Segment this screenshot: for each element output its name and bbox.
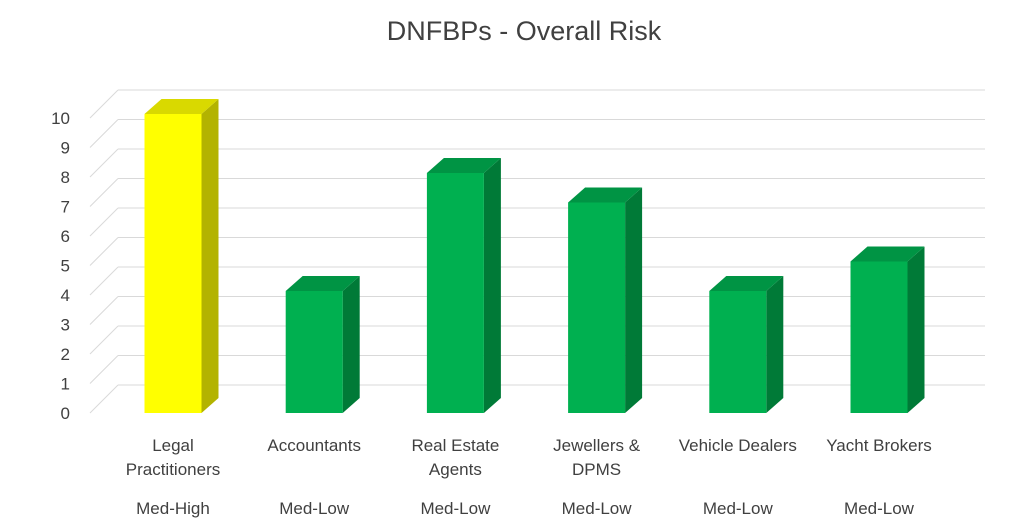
y-tick-label: 9: [61, 139, 70, 158]
category-label-line: Agents: [429, 460, 482, 479]
category-labels: Legal Practitioners Accountants Real Estate…: [126, 436, 932, 479]
bar-side: [342, 276, 360, 413]
bar-front: [426, 173, 484, 413]
risk-label: Med-High: [136, 499, 210, 518]
bar-front: [709, 291, 767, 413]
gridline-diagonal: [89, 355, 119, 384]
risk-label: Med-Low: [844, 499, 915, 518]
category-label-line: Legal: [152, 436, 194, 455]
category-label: Yacht Brokers: [826, 436, 932, 455]
bar-front: [568, 202, 626, 413]
risk-label: Med-Low: [279, 499, 350, 518]
bar-front: [144, 114, 202, 413]
category-label-line: DPMS: [572, 460, 621, 479]
gridline-diagonal: [89, 384, 119, 414]
gridline-diagonal: [89, 266, 119, 296]
category-label: Legal Practitioners: [126, 436, 220, 479]
bar: [144, 99, 219, 413]
category-label: Real Estate Agents: [411, 436, 499, 479]
y-axis-ticks: 0 1 2 3 4 5 6 7 8 9 10: [51, 109, 70, 423]
category-label: Accountants: [267, 436, 361, 455]
bar: [850, 246, 925, 413]
gridline-diagonal: [89, 207, 119, 237]
gridlines: [89, 89, 985, 414]
category-label: Jewellers & DPMS: [553, 436, 641, 479]
risk-label: Med-Low: [420, 499, 491, 518]
bars: [144, 99, 925, 413]
bar-front: [850, 261, 908, 413]
y-tick-label: 7: [61, 198, 70, 217]
bar-top: [144, 99, 219, 114]
gridline-diagonal: [89, 148, 119, 178]
bar-side: [766, 276, 784, 413]
gridline-diagonal: [89, 119, 119, 148]
category-label: Vehicle Dealers: [679, 436, 797, 455]
bar: [568, 187, 643, 413]
category-label-line: Jewellers &: [553, 436, 641, 455]
bar-side: [907, 246, 925, 413]
gridline-diagonal: [89, 296, 119, 325]
category-label-line: Real Estate: [411, 436, 499, 455]
y-tick-label: 4: [61, 286, 70, 305]
y-tick-label: 3: [61, 316, 70, 335]
bar-top: [426, 158, 501, 173]
y-tick-label: 0: [61, 404, 70, 423]
y-tick-label: 1: [61, 375, 70, 394]
y-tick-label: 2: [61, 345, 70, 364]
bar-side: [483, 158, 501, 413]
bar-top: [850, 246, 925, 262]
bar: [285, 276, 360, 413]
risk-labels: Med-High Med-Low Med-Low Med-Low Med-Low Med-…: [136, 499, 915, 518]
gridline-diagonal: [89, 237, 119, 266]
bar-top: [285, 276, 360, 291]
chart-title: DNFBPs - Overall Risk: [387, 16, 662, 46]
gridline-diagonal: [89, 178, 119, 207]
category-label-line: Yacht Brokers: [826, 436, 932, 455]
bar-side: [625, 187, 643, 413]
category-label-line: Practitioners: [126, 460, 220, 479]
bar-front: [285, 291, 343, 413]
bar: [426, 158, 501, 413]
bar: [709, 276, 784, 413]
y-tick-label: 10: [51, 109, 70, 128]
gridline-diagonal: [89, 89, 119, 119]
risk-label: Med-Low: [703, 499, 774, 518]
bar-side: [201, 99, 219, 413]
y-tick-label: 5: [61, 257, 70, 276]
category-label-line: Vehicle Dealers: [679, 436, 797, 455]
category-label-line: Accountants: [267, 436, 361, 455]
bar-top: [568, 187, 643, 203]
y-tick-label: 6: [61, 227, 70, 246]
risk-label: Med-Low: [562, 499, 633, 518]
y-tick-label: 8: [61, 168, 70, 187]
gridline-diagonal: [89, 325, 119, 355]
bar-top: [709, 276, 784, 291]
